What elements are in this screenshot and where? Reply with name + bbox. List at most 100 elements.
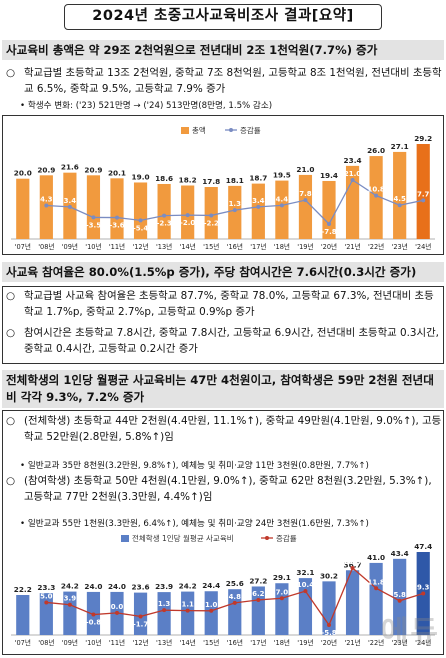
section1-sub1-text: 학생수 변화: ('23) 521만명 → ('24) 513만명(8만명, 1… [27, 101, 273, 111]
bar-value-label-3: 24.0 [84, 582, 102, 591]
bar-value-label-13: 19.4 [320, 171, 338, 180]
bar-17 [416, 144, 430, 239]
bar-value-label-11: 19.5 [273, 171, 291, 180]
bar-2 [63, 591, 77, 635]
bar-value-label-14: 36.7 [344, 560, 362, 569]
rate-label-2: 3.9 [64, 595, 77, 603]
bar-15 [369, 562, 383, 635]
rate-point-14 [350, 566, 355, 570]
rate-label-14: 21.5 [344, 558, 361, 566]
bar-5 [133, 182, 148, 239]
section3-bullet1-text: (전체학생) 초등학교 44만 2천원(4.4만원, 11.1%↑), 중학교 … [24, 415, 442, 443]
x-tick-label-10: '17년 [250, 242, 266, 251]
bar-value-label-5: 19.0 [132, 172, 150, 181]
rate-point-9 [232, 600, 237, 605]
rate-point-7 [185, 213, 190, 218]
section1-bullet1-text: 학교급별 초등학교 13조 2천억원, 중학교 7조 8천억원, 고등학교 8조… [24, 67, 442, 95]
bullet-mark: ○ [6, 475, 16, 487]
bar-value-label-8: 17.8 [202, 177, 220, 186]
x-tick-label-5: '12년 [132, 638, 148, 647]
x-tick-label-0: '07년 [15, 638, 31, 647]
rate-label-16: 5.8 [393, 591, 406, 599]
x-tick-label-2: '09년 [62, 638, 78, 647]
bar-value-label-7: 24.2 [179, 582, 197, 591]
bar-value-label-5: 23.6 [132, 583, 150, 592]
rate-point-8 [209, 608, 214, 613]
bar-9 [228, 185, 242, 239]
rate-label-17: 7.7 [417, 190, 430, 198]
x-tick-label-17: '24년 [415, 638, 431, 647]
x-tick-label-4: '11년 [109, 638, 125, 647]
bar-14 [345, 165, 360, 239]
x-tick-label-0: '07년 [15, 242, 31, 251]
rate-label-6: -2.3 [156, 220, 171, 228]
section3-bullet1: ○ (전체학생) 초등학교 44만 2천원(4.4만원, 11.1%↑), 중학… [6, 414, 442, 445]
bar-6 [157, 183, 171, 239]
bar-value-label-17: 47.4 [414, 542, 432, 551]
bullet-mark: ○ [6, 327, 16, 339]
legend-line-marker [229, 128, 233, 132]
bar-16 [393, 151, 407, 239]
bar-5 [133, 592, 148, 635]
x-tick-label-17: '24년 [415, 242, 431, 251]
rate-label-12: 10.4 [297, 581, 314, 589]
rate-point-5 [138, 614, 143, 619]
x-tick-label-15: '22년 [368, 638, 384, 647]
x-tick-label-8: '15년 [203, 638, 219, 647]
sub-mark: • [20, 519, 26, 529]
rate-label-11: 4.4 [276, 195, 289, 203]
rate-label-2: 3.4 [64, 197, 77, 205]
bar-value-label-9: 18.1 [226, 176, 244, 185]
rate-label-7: -2.0 [180, 219, 195, 227]
x-tick-label-6: '13년 [156, 242, 172, 251]
x-tick-label-3: '10년 [85, 242, 101, 251]
section2-header: 사교육 참여율은 80.0%(1.5%p 증가), 주당 참여시간은 7.6시간… [2, 262, 444, 282]
rate-point-4 [115, 215, 119, 220]
rate-point-3 [91, 612, 96, 617]
legend-bar-label: 전체학생 1인당 월평균 사교육비 [132, 533, 234, 543]
bar-0 [16, 595, 30, 635]
x-tick-label-5: '12년 [132, 242, 148, 251]
rate-label-16: 4.5 [393, 195, 406, 203]
x-tick-label-11: '18년 [274, 242, 290, 251]
rate-point-17 [421, 198, 426, 203]
bar-1 [39, 593, 53, 635]
bar-value-label-15: 41.0 [367, 553, 385, 562]
legend-line-label: 증감률 [240, 125, 261, 135]
section3-sub2: • 일반교과 55만 1천원(3.3만원, 6.4%↑), 예체능 및 취미·교… [20, 518, 369, 530]
rate-point-16 [397, 598, 402, 603]
x-tick-label-8: '15년 [203, 242, 219, 251]
bar-6 [157, 592, 171, 635]
x-tick-label-12: '19년 [297, 638, 313, 647]
chart2-monthly-per-student: 전체학생 1인당 월평균 사교육비 증감률 22.2 '07년 23.3 '08년 24.2… [11, 533, 435, 647]
legend-bar-swatch [181, 127, 189, 134]
bar-value-label-12: 21.0 [296, 165, 314, 174]
chart1-frame: 총액 증감률 20.0 '07년 20.9 '08년 21.6 '09년 20.9 '10년 20.… [2, 115, 444, 255]
rate-point-14 [350, 178, 355, 182]
rate-label-9: 4.8 [229, 593, 242, 601]
document-title: 2024년 초중고사교육비조사 결과[요약] [64, 4, 382, 30]
section2-box [2, 286, 444, 364]
bar-value-label-9: 25.6 [226, 579, 244, 588]
bar-value-label-16: 43.4 [391, 549, 409, 558]
bar-4 [110, 178, 124, 239]
section3-header: 전체학생의 1인당 월평균 사교육비는 47만 4천원이고, 참여학생은 59만… [2, 370, 444, 408]
x-tick-label-14: '21년 [344, 638, 360, 647]
x-tick-label-9: '16년 [227, 242, 243, 251]
chart1-total-spending: 총액 증감률 20.0 '07년 20.9 '08년 21.6 '09년 20.9 '10년 20.… [11, 125, 435, 251]
bar-value-label-1: 23.3 [37, 583, 55, 592]
rate-label-14: 21.0 [344, 170, 361, 178]
bar-value-label-13: 30.2 [320, 571, 338, 580]
rate-point-1 [44, 600, 49, 605]
bar-8 [204, 187, 218, 239]
rate-point-15 [374, 586, 379, 591]
rate-label-8: -2.2 [204, 219, 219, 227]
legend-bar-swatch [121, 535, 129, 542]
bar-value-label-11: 29.1 [273, 573, 291, 582]
rate-point-6 [162, 608, 167, 613]
bar-14 [345, 570, 360, 635]
section3-box [2, 410, 444, 655]
rate-point-6 [162, 213, 167, 218]
rate-point-15 [374, 193, 379, 198]
bullet-mark: ○ [6, 67, 16, 79]
